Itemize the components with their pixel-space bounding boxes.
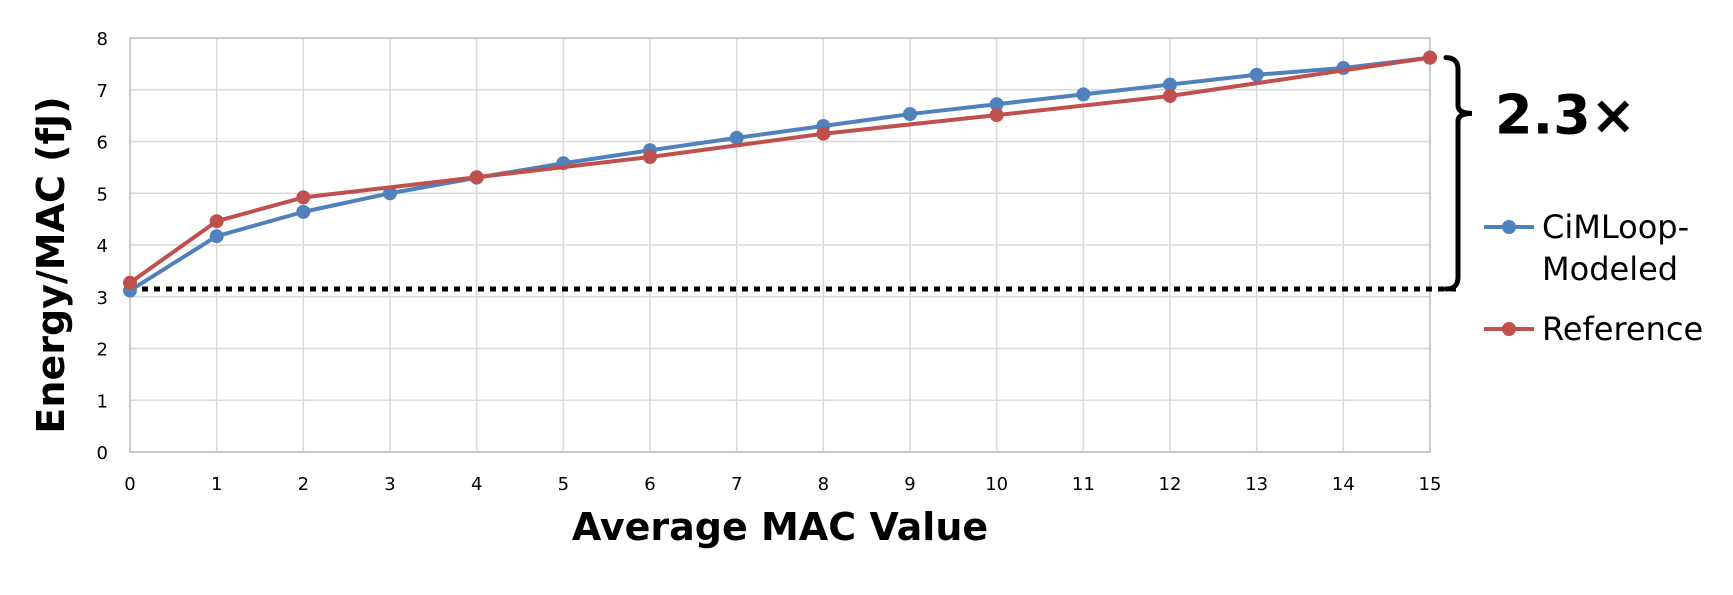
x-tick-label: 1 [211, 474, 222, 495]
x-tick-label: 15 [1419, 474, 1442, 495]
data-point [903, 107, 917, 122]
y-tick-label: 2 [97, 340, 108, 361]
legend-label-line: Reference [1542, 310, 1703, 348]
data-point [296, 190, 311, 205]
y-tick-label: 8 [97, 29, 108, 50]
x-tick-label: 0 [124, 474, 135, 495]
data-point [1076, 87, 1091, 102]
x-tick-label: 11 [1072, 474, 1095, 495]
legend-label-line: Modeled [1542, 250, 1678, 288]
x-tick-labels: 0 1 2 3 4 5 6 7 8 9 10 11 12 13 14 15 [124, 474, 1441, 495]
y-tick-labels: 0 1 2 3 4 5 6 7 8 [97, 29, 108, 464]
data-point [1423, 50, 1437, 65]
data-point [296, 204, 311, 219]
data-point [1163, 77, 1177, 92]
data-point [729, 130, 744, 145]
x-tick-label: 10 [985, 474, 1008, 495]
x-tick-label: 13 [1245, 474, 1268, 495]
legend-label-line: CiMLoop- [1542, 208, 1689, 246]
data-point [209, 229, 224, 244]
grid-lines [129, 37, 1431, 453]
bracket-shape [1443, 55, 1473, 292]
data-point [209, 214, 224, 229]
y-tick-label: 3 [97, 288, 108, 309]
data-point [989, 108, 1004, 123]
series-2 [123, 50, 1437, 290]
data-point [816, 126, 831, 141]
ratio-annotation: 2.3× [1495, 83, 1636, 146]
legend-swatch-marker [1502, 322, 1516, 336]
y-tick-label: 4 [97, 236, 108, 257]
data-point [383, 186, 397, 201]
data-point [643, 150, 657, 165]
x-tick-label: 9 [904, 474, 915, 495]
legend: CiMLoop- Modeled Reference [1484, 208, 1703, 348]
ratio-bracket [1443, 55, 1473, 292]
series-line [128, 55, 1431, 285]
y-tick-label: 5 [97, 184, 108, 205]
x-tick-label: 4 [471, 474, 482, 495]
legend-item-1: CiMLoop- Modeled [1484, 208, 1689, 288]
legend-label: Reference [1542, 310, 1703, 348]
y-tick-label: 1 [97, 391, 108, 412]
plot-area [129, 37, 1431, 453]
x-tick-label: 12 [1159, 474, 1182, 495]
legend-item-2: Reference [1484, 310, 1703, 348]
x-tick-label: 3 [384, 474, 395, 495]
y-tick-label: 7 [97, 81, 108, 102]
x-tick-label: 5 [558, 474, 569, 495]
x-tick-label: 6 [644, 474, 655, 495]
x-tick-label: 14 [1332, 474, 1355, 495]
legend-swatch-marker [1502, 220, 1516, 234]
data-point [1249, 67, 1264, 82]
series-1 [123, 50, 1437, 298]
y-axis-title: Energy/MAC (fJ) [29, 96, 73, 433]
series-line [128, 55, 1431, 293]
data-point [469, 170, 484, 185]
x-tick-label: 7 [731, 474, 742, 495]
x-tick-label: 8 [818, 474, 829, 495]
series-group [123, 50, 1437, 298]
y-tick-label: 6 [97, 133, 108, 154]
legend-label: CiMLoop- Modeled [1542, 208, 1689, 288]
data-point [123, 275, 137, 290]
data-point [1163, 88, 1177, 103]
x-tick-label: 2 [298, 474, 309, 495]
data-point [989, 97, 1004, 112]
x-axis-title: Average MAC Value [572, 505, 988, 549]
y-tick-label: 0 [97, 443, 108, 464]
plot-border [129, 37, 1431, 453]
